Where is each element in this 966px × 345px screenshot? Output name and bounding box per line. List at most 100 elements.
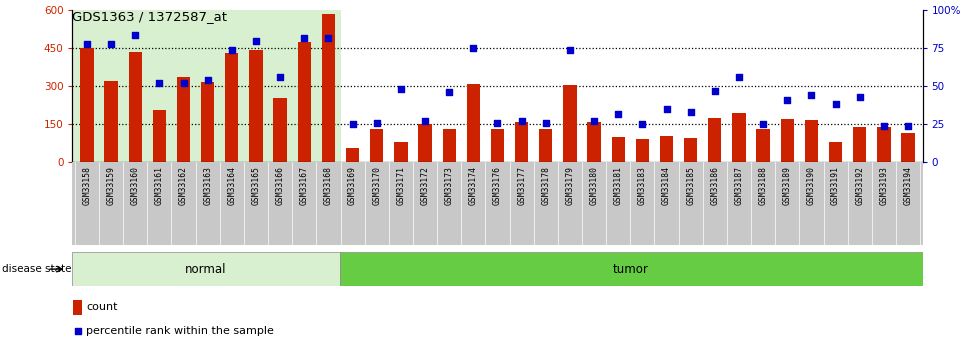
Point bbox=[876, 123, 892, 128]
Bar bbox=[587, 122, 601, 162]
Point bbox=[128, 32, 143, 37]
Point bbox=[514, 118, 529, 124]
Point bbox=[200, 77, 215, 83]
Text: GSM33194: GSM33194 bbox=[903, 166, 913, 205]
Text: GSM33158: GSM33158 bbox=[82, 166, 92, 205]
Point bbox=[103, 41, 119, 47]
Point bbox=[369, 120, 384, 126]
Bar bbox=[805, 120, 818, 162]
Point bbox=[490, 120, 505, 126]
Text: normal: normal bbox=[185, 263, 227, 276]
Point bbox=[538, 120, 554, 126]
Point bbox=[248, 38, 264, 43]
Text: GSM33185: GSM33185 bbox=[686, 166, 696, 205]
Text: GSM33171: GSM33171 bbox=[396, 166, 406, 205]
Bar bbox=[340, 252, 923, 286]
Text: GSM33161: GSM33161 bbox=[155, 166, 164, 205]
Text: GSM33178: GSM33178 bbox=[541, 166, 551, 205]
Point bbox=[224, 47, 240, 52]
Point bbox=[176, 80, 191, 86]
Text: GSM33183: GSM33183 bbox=[638, 166, 647, 205]
Text: GSM33176: GSM33176 bbox=[493, 166, 502, 205]
Text: GSM33173: GSM33173 bbox=[444, 166, 454, 205]
Text: GSM33177: GSM33177 bbox=[517, 166, 526, 205]
Bar bbox=[225, 53, 239, 162]
Text: GSM33162: GSM33162 bbox=[179, 166, 188, 205]
Bar bbox=[370, 129, 384, 162]
Text: GDS1363 / 1372587_at: GDS1363 / 1372587_at bbox=[72, 10, 227, 23]
Point bbox=[393, 87, 409, 92]
Bar bbox=[829, 142, 842, 162]
Text: GSM33174: GSM33174 bbox=[469, 166, 478, 205]
Bar bbox=[153, 110, 166, 162]
Point bbox=[852, 94, 867, 100]
Text: GSM33179: GSM33179 bbox=[565, 166, 575, 205]
Text: GSM33181: GSM33181 bbox=[613, 166, 623, 205]
Text: tumor: tumor bbox=[613, 263, 649, 276]
Bar bbox=[394, 142, 408, 162]
Bar bbox=[80, 48, 94, 162]
Bar bbox=[756, 129, 770, 162]
Point bbox=[297, 35, 312, 40]
Text: GSM33187: GSM33187 bbox=[734, 166, 744, 205]
Text: GSM33168: GSM33168 bbox=[324, 166, 333, 205]
Bar bbox=[72, 252, 340, 286]
Point bbox=[152, 80, 167, 86]
Text: percentile rank within the sample: percentile rank within the sample bbox=[86, 326, 273, 336]
Text: GSM33189: GSM33189 bbox=[782, 166, 792, 205]
Point bbox=[321, 35, 336, 40]
Text: GSM33167: GSM33167 bbox=[299, 166, 309, 205]
Text: GSM33193: GSM33193 bbox=[879, 166, 889, 205]
Bar bbox=[418, 124, 432, 162]
Bar bbox=[660, 136, 673, 162]
Text: count: count bbox=[86, 302, 118, 312]
Point bbox=[417, 118, 433, 124]
Bar bbox=[684, 138, 697, 162]
Point bbox=[780, 97, 795, 103]
Text: GSM33186: GSM33186 bbox=[710, 166, 720, 205]
Text: GSM33159: GSM33159 bbox=[106, 166, 116, 205]
Text: GSM33166: GSM33166 bbox=[275, 166, 285, 205]
Bar bbox=[273, 98, 287, 162]
Bar bbox=[442, 129, 456, 162]
Bar bbox=[201, 82, 214, 162]
Point bbox=[611, 111, 626, 116]
Bar bbox=[298, 42, 311, 162]
Text: GSM33188: GSM33188 bbox=[758, 166, 768, 205]
Point bbox=[828, 102, 843, 107]
Point bbox=[683, 109, 698, 115]
Bar bbox=[346, 148, 359, 162]
Point bbox=[635, 121, 650, 127]
Bar bbox=[128, 52, 142, 162]
Bar bbox=[322, 14, 335, 162]
Point bbox=[755, 121, 771, 127]
Point bbox=[441, 90, 457, 95]
Point bbox=[731, 75, 747, 80]
Text: disease state: disease state bbox=[2, 264, 71, 274]
Point bbox=[586, 118, 602, 124]
Text: GSM33170: GSM33170 bbox=[372, 166, 382, 205]
Text: GSM33169: GSM33169 bbox=[348, 166, 357, 205]
Point bbox=[79, 41, 95, 47]
Point bbox=[562, 47, 578, 52]
Point bbox=[804, 92, 819, 98]
Bar bbox=[73, 300, 82, 315]
Bar bbox=[853, 127, 867, 162]
Text: GSM33192: GSM33192 bbox=[855, 166, 865, 205]
Bar bbox=[72, 10, 341, 162]
Point bbox=[466, 46, 481, 51]
Bar bbox=[563, 85, 577, 162]
Point bbox=[900, 123, 916, 128]
Bar bbox=[708, 118, 722, 162]
Point bbox=[71, 328, 86, 334]
Text: GSM33184: GSM33184 bbox=[662, 166, 671, 205]
Point bbox=[345, 121, 360, 127]
Text: GSM33190: GSM33190 bbox=[807, 166, 816, 205]
Bar bbox=[636, 139, 649, 162]
Bar bbox=[539, 129, 553, 162]
Bar bbox=[732, 113, 746, 162]
Bar bbox=[467, 84, 480, 162]
Text: GSM33180: GSM33180 bbox=[589, 166, 599, 205]
Bar bbox=[781, 119, 794, 162]
Text: GSM33165: GSM33165 bbox=[251, 166, 261, 205]
